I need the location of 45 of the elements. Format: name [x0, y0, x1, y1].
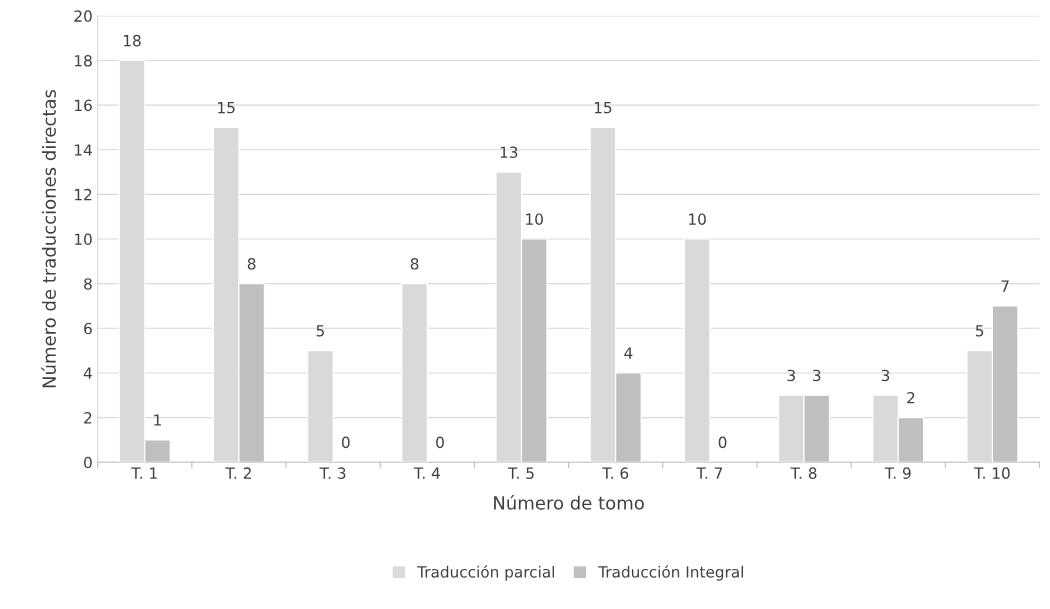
data-label: 8 — [410, 258, 419, 270]
y-tick-label: 14 — [75, 144, 92, 156]
x-tick-label: T. 10 — [974, 467, 1010, 479]
x-axis-title: Número de tomo — [494, 495, 644, 510]
data-label: 15 — [594, 102, 612, 114]
x-tick-label: T. 3 — [319, 467, 346, 479]
x-tick-label: T. 1 — [131, 467, 157, 479]
x-tick-label: T. 4 — [413, 467, 440, 479]
legend-label: Traducción Integral — [598, 565, 743, 581]
y-tick-label: 0 — [84, 456, 92, 469]
x-tick-label: T. 9 — [884, 467, 911, 479]
data-label: 3 — [881, 369, 890, 382]
x-tick-label: T. 2 — [225, 467, 251, 479]
data-label: 1 — [154, 414, 161, 426]
y-tick-label: 2 — [84, 412, 92, 424]
y-tick-label: 18 — [75, 54, 92, 67]
data-label: 0 — [718, 436, 727, 449]
y-tick-label: 4 — [83, 367, 92, 379]
x-tick-label: T. 7 — [696, 467, 723, 479]
data-label: 8 — [247, 258, 256, 270]
data-label: 4 — [624, 347, 633, 359]
x-tick-label: T. 8 — [790, 467, 817, 479]
x-tick-label: T. 5 — [507, 467, 534, 479]
data-label: 7 — [1001, 280, 1009, 292]
data-label: 3 — [813, 369, 821, 382]
data-label: 10 — [689, 213, 706, 225]
y-axis-title: Número de traducciones directas — [41, 89, 56, 388]
data-label: 5 — [316, 325, 324, 337]
data-label: 10 — [526, 213, 543, 225]
data-label: 13 — [500, 146, 518, 158]
y-tick-label: 10 — [75, 233, 92, 246]
data-label: 3 — [787, 369, 795, 382]
data-label: 5 — [976, 325, 984, 337]
data-label: 0 — [436, 436, 444, 449]
y-tick-label: 20 — [74, 10, 92, 22]
data-label: 18 — [123, 34, 141, 47]
y-tick-label: 6 — [84, 322, 92, 335]
x-tick-label: T. 6 — [602, 467, 629, 479]
y-tick-label: 16 — [75, 99, 92, 112]
y-tick-label: 8 — [84, 278, 92, 290]
data-label: 15 — [218, 102, 235, 114]
data-label: 0 — [341, 436, 350, 449]
legend-label: Traducción parcial — [417, 565, 555, 581]
data-label: 2 — [907, 391, 915, 404]
y-tick-label: 12 — [75, 188, 92, 201]
